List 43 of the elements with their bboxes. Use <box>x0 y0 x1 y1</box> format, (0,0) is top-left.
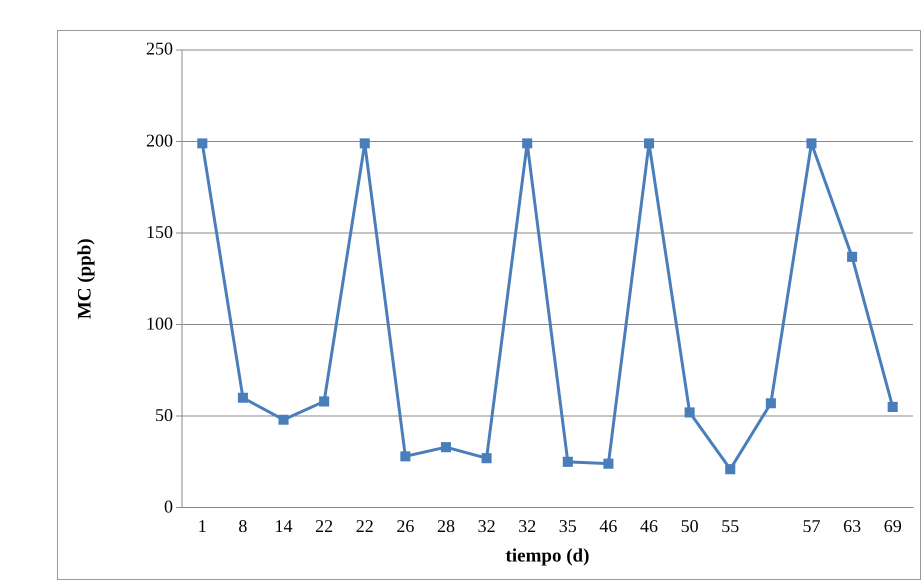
point <box>847 252 858 262</box>
x-tick-label: 46 <box>640 516 658 536</box>
point <box>440 442 452 452</box>
x-tick-label: 55 <box>721 516 740 536</box>
y-tick-label: 100 <box>146 313 173 334</box>
point <box>360 138 370 148</box>
point <box>806 138 817 148</box>
point <box>319 396 330 406</box>
point <box>278 414 289 425</box>
point <box>888 402 898 412</box>
y-axis-title: MC (ppb) <box>74 238 96 320</box>
y-tick-label: 150 <box>146 222 173 242</box>
point <box>238 392 248 403</box>
x-tick-label: 69 <box>884 516 902 536</box>
x-tick-label: 63 <box>843 516 862 536</box>
point <box>482 453 492 464</box>
x-tick-label: 1 <box>198 516 207 536</box>
x-axis-title: tiempo (d) <box>506 546 590 567</box>
x-tick-label: 32 <box>478 516 496 536</box>
x-tick-label: 32 <box>518 516 536 536</box>
point <box>684 407 695 418</box>
point <box>644 138 654 148</box>
x-tick-label: 46 <box>599 516 618 536</box>
point <box>197 138 208 148</box>
x-tick-label: 8 <box>238 516 248 536</box>
x-tick-label: 22 <box>315 516 334 536</box>
x-tick-label: 50 <box>680 516 699 536</box>
y-tick-label: 50 <box>155 404 173 425</box>
y-tick-label: 0 <box>164 496 173 516</box>
point <box>725 464 736 474</box>
x-tick-label: 28 <box>436 516 455 536</box>
point <box>766 398 776 408</box>
x-tick-label: 35 <box>558 516 577 536</box>
point <box>400 451 410 462</box>
x-tick-label: 14 <box>274 516 293 536</box>
point <box>562 456 573 467</box>
point <box>522 138 532 148</box>
x-tick-label: 57 <box>802 516 820 536</box>
x-tick-label: 22 <box>356 516 374 536</box>
point <box>603 458 614 469</box>
y-tick-label: 250 <box>146 38 173 59</box>
y-tick-label: 200 <box>146 130 173 150</box>
x-tick-label: 26 <box>396 516 414 536</box>
